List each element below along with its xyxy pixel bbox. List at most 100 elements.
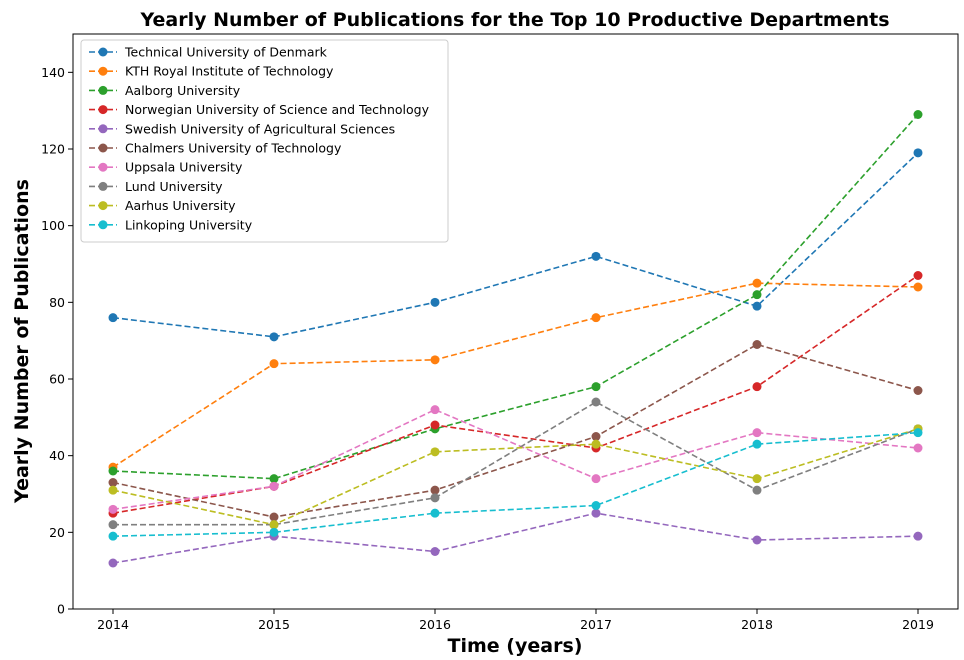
series-line	[112, 282, 919, 468]
data-point	[108, 531, 118, 541]
data-point	[752, 278, 762, 288]
data-point	[752, 382, 762, 392]
data-point	[430, 547, 440, 556]
x-tick-label: 2016	[419, 617, 451, 632]
plot-frame	[72, 33, 959, 610]
data-point	[913, 148, 923, 158]
legend-entry: KTH Royal Institute of Technology	[125, 64, 334, 79]
data-point	[108, 504, 118, 514]
data-point	[430, 508, 440, 518]
data-point	[269, 359, 279, 369]
legend-box	[80, 39, 449, 243]
legend-swatch-marker	[98, 66, 108, 76]
y-tick-label: 60	[49, 372, 65, 387]
data-point	[913, 110, 923, 119]
data-point	[752, 290, 762, 300]
legend-swatch-marker	[98, 105, 108, 115]
legend-entry: Chalmers University of Technology	[125, 141, 342, 156]
data-point	[430, 485, 440, 495]
data-point	[108, 313, 118, 323]
legend-entry: Swedish University of Agricultural Scien…	[125, 121, 395, 136]
legend-entry: Norwegian University of Science and Tech…	[125, 102, 430, 117]
legend-swatch-marker	[98, 181, 108, 191]
y-tick-label: 100	[41, 218, 65, 233]
data-point	[913, 282, 923, 292]
legend-swatch-marker	[98, 124, 108, 134]
y-tick-label: 120	[41, 142, 65, 157]
data-point	[591, 382, 601, 392]
data-point	[430, 297, 440, 307]
series-line	[112, 152, 919, 338]
y-tick-label: 40	[49, 448, 65, 463]
data-point	[591, 397, 601, 407]
data-point	[269, 474, 279, 484]
data-point	[752, 535, 762, 545]
series-line	[112, 431, 919, 537]
y-tick-label: 0	[57, 602, 65, 617]
data-point	[269, 481, 279, 491]
data-point	[269, 332, 279, 342]
data-point	[913, 386, 923, 395]
x-tick-label: 2014	[97, 617, 129, 632]
data-point	[108, 520, 118, 530]
data-point	[752, 485, 762, 495]
data-point	[430, 405, 440, 415]
data-point	[430, 355, 440, 365]
legend-swatch-marker	[98, 220, 108, 230]
series-line	[112, 428, 919, 526]
data-point	[430, 420, 440, 430]
legend-swatch-marker	[98, 85, 108, 95]
y-tick-label: 20	[49, 525, 65, 540]
x-tick-label: 2019	[902, 617, 934, 632]
chart-title: Yearly Number of Publications for the To…	[139, 9, 889, 31]
data-point	[752, 301, 762, 311]
legend-swatch-marker	[98, 143, 108, 153]
x-axis-label: Time (years)	[448, 635, 583, 657]
plot-area: 0 20 40 60 80 100 120 140 2014 2015 2016 2017 2018 20…	[41, 33, 959, 632]
data-point	[591, 474, 601, 484]
series-line	[112, 408, 919, 511]
x-tick-label: 2017	[580, 617, 612, 632]
y-tick-label: 140	[41, 65, 65, 80]
legend-entry: Linkoping University	[125, 217, 253, 232]
x-tick-label: 2018	[741, 617, 773, 632]
data-point	[913, 443, 923, 453]
series-line	[112, 343, 919, 518]
data-point	[913, 531, 923, 541]
data-point	[752, 439, 762, 449]
data-point	[913, 271, 923, 280]
data-point	[108, 466, 118, 476]
series-line	[112, 512, 919, 564]
y-axis-label: Yearly Number of Publications	[11, 179, 33, 504]
data-point	[752, 474, 762, 484]
data-point	[269, 527, 279, 537]
legend-entry: Uppsala University	[125, 160, 243, 175]
data-point	[430, 447, 440, 457]
legend-swatch-marker	[98, 47, 108, 57]
data-point	[269, 520, 279, 530]
data-point	[591, 501, 601, 510]
legend-swatch-marker	[98, 201, 108, 211]
data-point	[591, 439, 601, 449]
legend-entry: Aalborg University	[125, 83, 241, 98]
data-point	[269, 512, 279, 522]
data-point	[591, 508, 601, 518]
data-point	[108, 558, 118, 568]
legend-entry: Technical University of Denmark	[124, 45, 328, 60]
legend-entry: Aarhus University	[125, 198, 236, 213]
data-point	[108, 485, 118, 495]
data-point	[913, 428, 923, 438]
legend-swatch-marker	[98, 162, 108, 172]
data-point	[591, 313, 601, 323]
data-point	[108, 478, 118, 487]
data-point	[752, 428, 762, 438]
series-line	[112, 113, 919, 480]
legend-entry: Lund University	[125, 179, 223, 194]
y-tick-label: 80	[49, 295, 65, 310]
data-point	[591, 432, 601, 441]
data-point	[752, 340, 762, 349]
series-line	[113, 401, 919, 526]
data-point	[430, 493, 440, 503]
x-tick-label: 2015	[258, 617, 290, 632]
